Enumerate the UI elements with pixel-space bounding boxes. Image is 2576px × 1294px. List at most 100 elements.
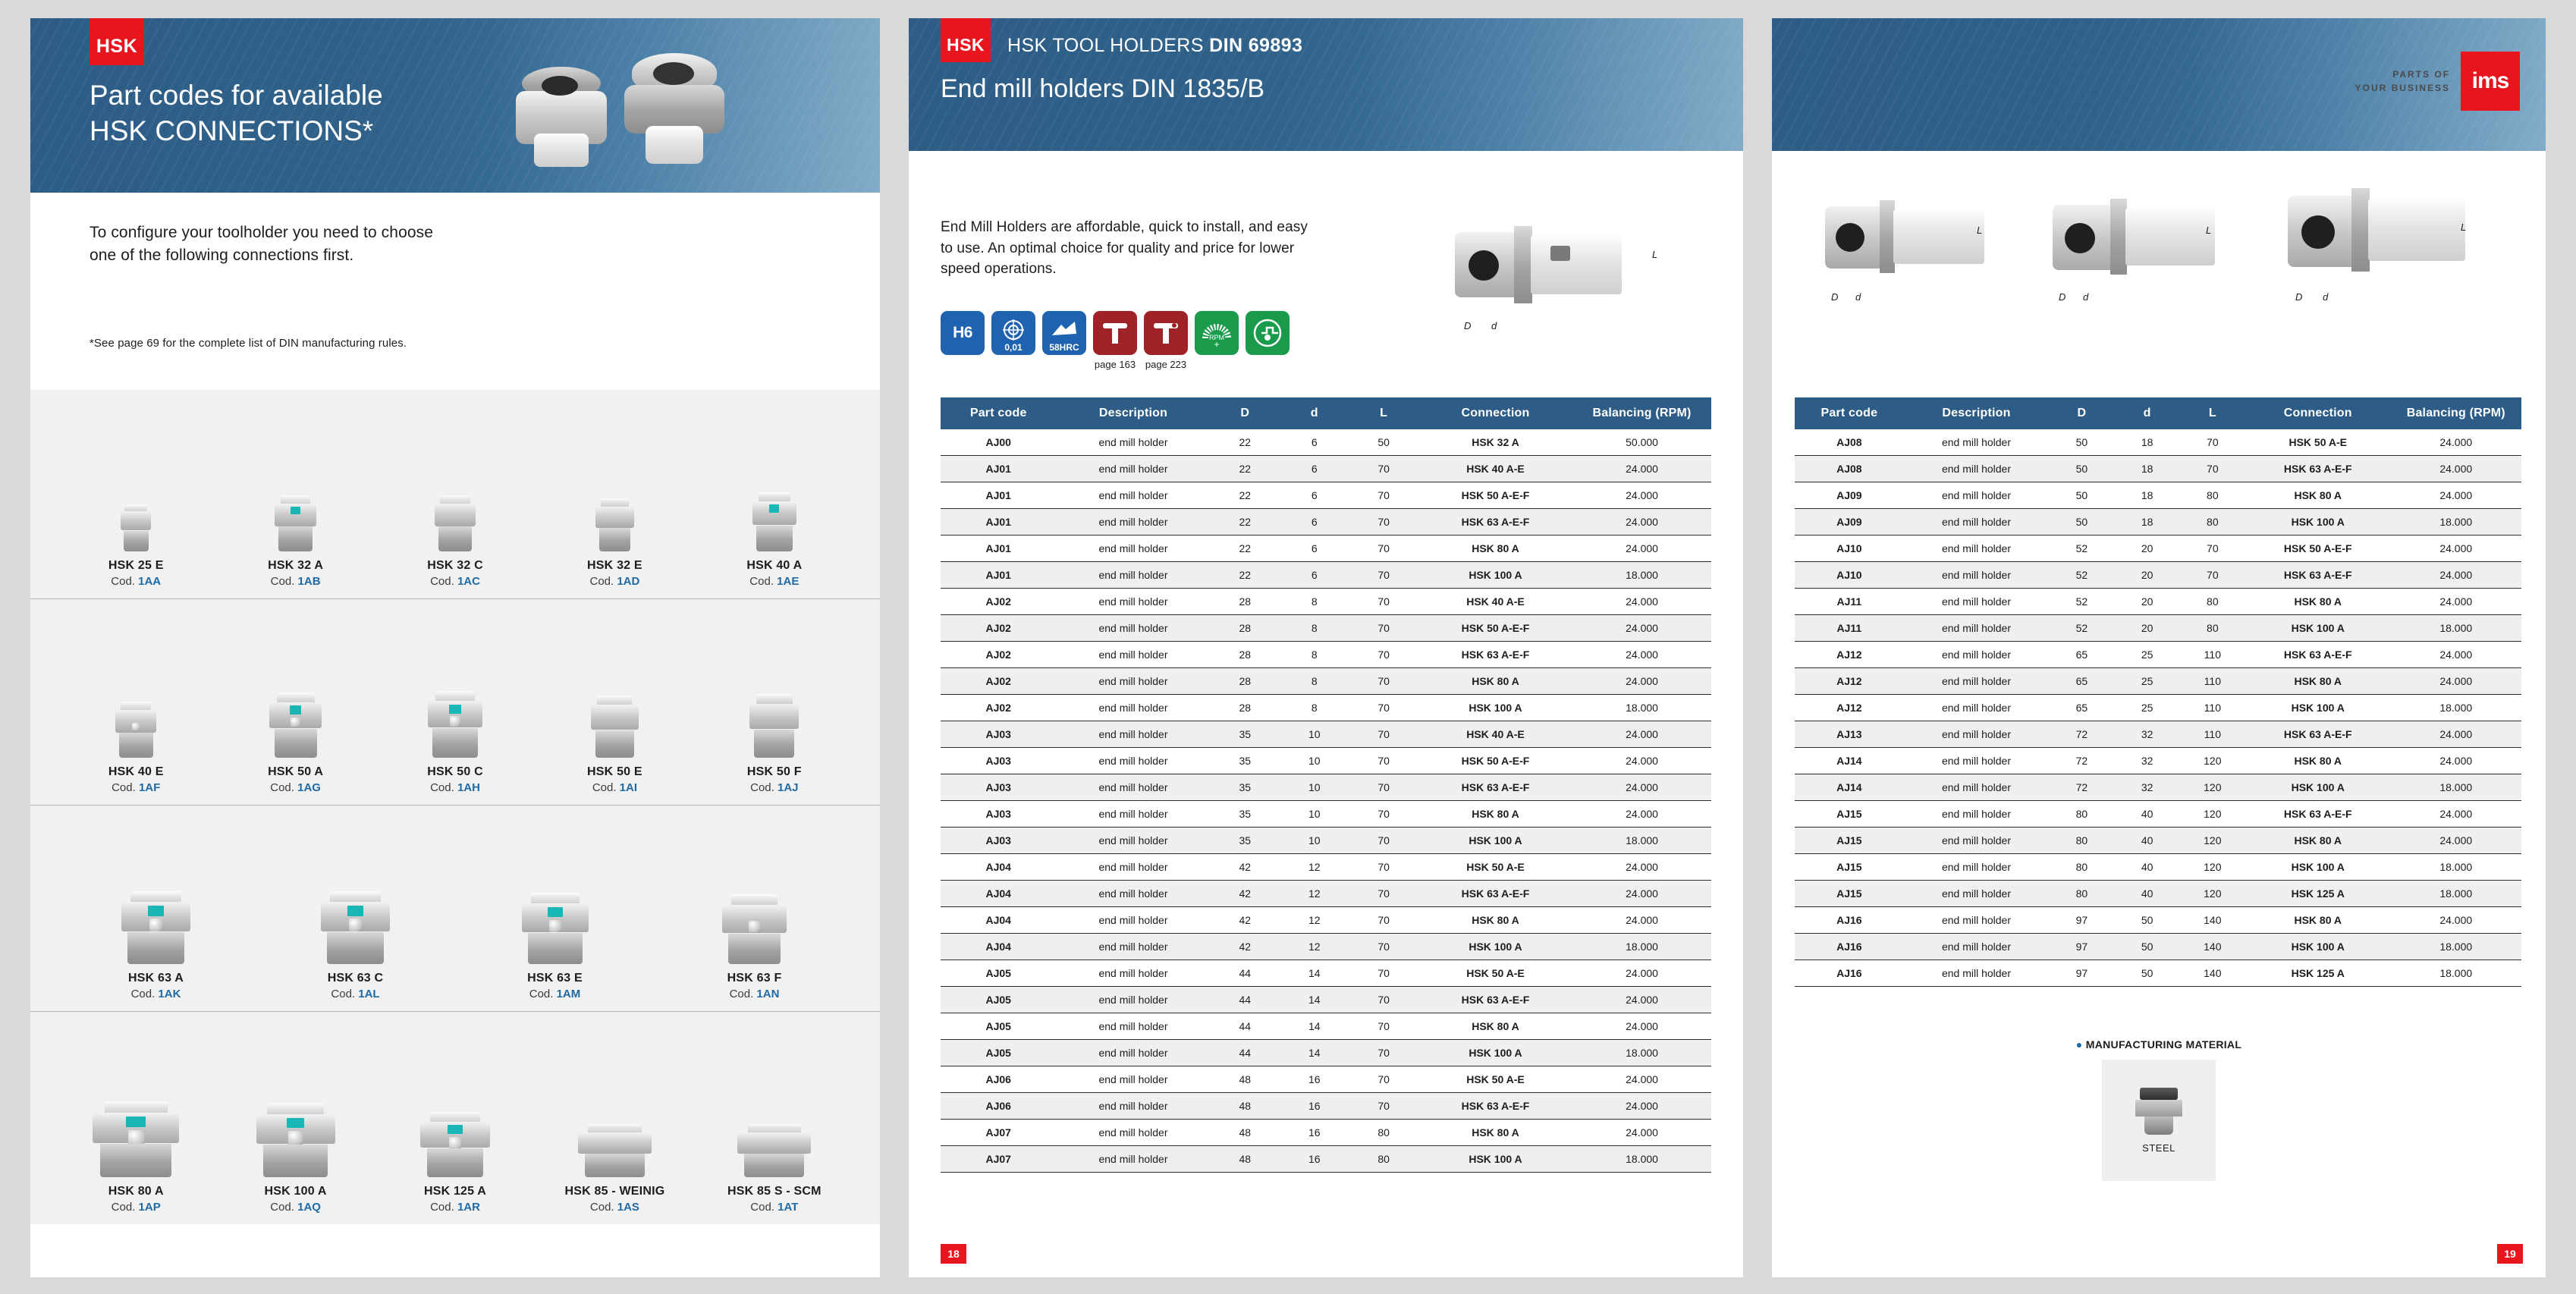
table-row[interactable]: AJ01 end mill holder 22 6 70 HSK 50 A-E-F 24.0… bbox=[941, 482, 1711, 509]
table-row[interactable]: AJ02 end mill holder 28 8 70 HSK 80 A 24.000 bbox=[941, 667, 1711, 695]
table-row[interactable]: AJ15 end mill holder 80 40 120 HSK 63 A-E-F 24… bbox=[1795, 800, 2521, 828]
table-row[interactable]: AJ01 end mill holder 22 6 70 HSK 40 A-E 24.000 bbox=[941, 455, 1711, 482]
connection-illustration bbox=[266, 693, 325, 758]
connection-item[interactable]: HSK 63 A Cod. 1AK bbox=[56, 891, 256, 1000]
table-row[interactable]: AJ10 end mill holder 52 20 70 HSK 50 A-E-F 24.… bbox=[1795, 535, 2521, 562]
connection-code: Cod. 1AG bbox=[270, 781, 321, 794]
table-row[interactable]: AJ03 end mill holder 35 10 70 HSK 80 A 24.000 bbox=[941, 800, 1711, 828]
cell-connection: HSK 80 A bbox=[2245, 827, 2391, 854]
table-row[interactable]: AJ03 end mill holder 35 10 70 HSK 63 A-E-F 24.… bbox=[941, 774, 1711, 801]
table-row[interactable]: AJ15 end mill holder 80 40 120 HSK 100 A 18.00… bbox=[1795, 853, 2521, 881]
table-row[interactable]: AJ01 end mill holder 22 6 70 HSK 100 A 18.000 bbox=[941, 561, 1711, 589]
cell-d: 25 bbox=[2114, 694, 2180, 721]
cell-part-code: AJ07 bbox=[941, 1119, 1057, 1146]
table-row[interactable]: AJ03 end mill holder 35 10 70 HSK 50 A-E-F 24.… bbox=[941, 747, 1711, 774]
table-row[interactable]: AJ02 end mill holder 28 8 70 HSK 100 A 18.000 bbox=[941, 694, 1711, 721]
column-header: d bbox=[1280, 397, 1349, 429]
cell-balancing-rpm-: 50.000 bbox=[1572, 429, 1711, 456]
table-row[interactable]: AJ13 end mill holder 72 32 110 HSK 63 A-E-F 24… bbox=[1795, 721, 2521, 748]
connection-item[interactable]: HSK 32 A Cod. 1AB bbox=[215, 495, 375, 588]
table-row[interactable]: AJ01 end mill holder 22 6 70 HSK 80 A 24.000 bbox=[941, 535, 1711, 562]
cell-balancing-rpm-: 24.000 bbox=[2390, 482, 2521, 509]
connection-item[interactable]: HSK 63 C Cod. 1AL bbox=[256, 891, 455, 1000]
table-row[interactable]: AJ05 end mill holder 44 14 70 HSK 80 A 24.000 bbox=[941, 1013, 1711, 1040]
table-row[interactable]: AJ01 end mill holder 22 6 70 HSK 63 A-E-F 24.0… bbox=[941, 508, 1711, 536]
icon-caption[interactable]: page 223 bbox=[1145, 359, 1187, 370]
table-row[interactable]: AJ12 end mill holder 65 25 110 HSK 100 A 18.00… bbox=[1795, 694, 2521, 721]
table-row[interactable]: AJ03 end mill holder 35 10 70 HSK 100 A 18.000 bbox=[941, 827, 1711, 854]
table-row[interactable]: AJ00 end mill holder 22 6 50 HSK 32 A 50.000 bbox=[941, 429, 1711, 456]
table-row[interactable]: AJ02 end mill holder 28 8 70 HSK 50 A-E-F 24.0… bbox=[941, 614, 1711, 642]
cell-d: 28 bbox=[1210, 588, 1280, 615]
table-row[interactable]: AJ10 end mill holder 52 20 70 HSK 63 A-E-F 24.… bbox=[1795, 561, 2521, 589]
connection-item[interactable]: HSK 32 C Cod. 1AC bbox=[375, 495, 535, 588]
table-row[interactable]: AJ05 end mill holder 44 14 70 HSK 63 A-E-F 24.… bbox=[941, 986, 1711, 1013]
connection-item[interactable]: HSK 50 E Cod. 1AI bbox=[535, 696, 694, 794]
table-row[interactable]: AJ12 end mill holder 65 25 110 HSK 80 A 24.000 bbox=[1795, 667, 2521, 695]
table-row[interactable]: AJ09 end mill holder 50 18 80 HSK 80 A 24.000 bbox=[1795, 482, 2521, 509]
table-row[interactable]: AJ05 end mill holder 44 14 70 HSK 50 A-E 24.00… bbox=[941, 960, 1711, 987]
header-gradient-overlay bbox=[1359, 18, 1743, 151]
dim-label-D: D bbox=[1464, 320, 1472, 331]
connection-item[interactable]: HSK 85 S - SCM Cod. 1AT bbox=[695, 1124, 854, 1214]
connection-item[interactable]: HSK 80 A Cod. 1AP bbox=[56, 1101, 215, 1214]
cell-balancing-rpm-: 18.000 bbox=[1572, 827, 1711, 854]
connection-item[interactable]: HSK 40 A Cod. 1AE bbox=[695, 492, 854, 588]
connection-item[interactable]: HSK 40 E Cod. 1AF bbox=[56, 702, 215, 794]
table-row[interactable]: AJ03 end mill holder 35 10 70 HSK 40 A-E 24.00… bbox=[941, 721, 1711, 748]
table-row[interactable]: AJ08 end mill holder 50 18 70 HSK 50 A-E 24.00… bbox=[1795, 429, 2521, 456]
cell-balancing-rpm-: 18.000 bbox=[1572, 694, 1711, 721]
cell-d: 22 bbox=[1210, 561, 1280, 589]
table-row[interactable]: AJ04 end mill holder 42 12 70 HSK 63 A-E-F 24.… bbox=[941, 880, 1711, 907]
connection-item[interactable]: HSK 25 E Cod. 1AA bbox=[56, 504, 215, 588]
connection-item[interactable]: HSK 63 E Cod. 1AM bbox=[455, 893, 655, 1000]
table-row[interactable]: AJ02 end mill holder 28 8 70 HSK 40 A-E 24.000 bbox=[941, 588, 1711, 615]
cell-connection: HSK 80 A bbox=[2245, 667, 2391, 695]
cell-d: 35 bbox=[1210, 800, 1280, 828]
table-row[interactable]: AJ12 end mill holder 65 25 110 HSK 63 A-E-F 24… bbox=[1795, 641, 2521, 668]
holder-figure-1: D d L bbox=[1795, 177, 2022, 314]
cell-d: 28 bbox=[1210, 641, 1280, 668]
connection-item[interactable]: HSK 50 C Cod. 1AH bbox=[375, 691, 535, 794]
table-row[interactable]: AJ06 end mill holder 48 16 70 HSK 50 A-E 24.00… bbox=[941, 1066, 1711, 1093]
table-row[interactable]: AJ08 end mill holder 50 18 70 HSK 63 A-E-F 24.… bbox=[1795, 455, 2521, 482]
table-row[interactable]: AJ04 end mill holder 42 12 70 HSK 80 A 24.000 bbox=[941, 906, 1711, 934]
table-row[interactable]: AJ14 end mill holder 72 32 120 HSK 80 A 24.000 bbox=[1795, 747, 2521, 774]
table-row[interactable]: AJ07 end mill holder 48 16 80 HSK 100 A 18.000 bbox=[941, 1145, 1711, 1173]
cell-part-code: AJ01 bbox=[941, 482, 1057, 509]
cell-balancing-rpm-: 24.000 bbox=[1572, 880, 1711, 907]
connection-item[interactable]: HSK 50 A Cod. 1AG bbox=[215, 693, 375, 794]
table-row[interactable]: AJ05 end mill holder 44 14 70 HSK 100 A 18.000 bbox=[941, 1039, 1711, 1066]
connection-item[interactable]: HSK 63 F Cod. 1AN bbox=[655, 894, 854, 1000]
cell-l: 140 bbox=[2179, 960, 2245, 987]
connection-item[interactable]: HSK 100 A Cod. 1AQ bbox=[215, 1103, 375, 1214]
table-row[interactable]: AJ11 end mill holder 52 20 80 HSK 80 A 24.000 bbox=[1795, 588, 2521, 615]
table-row[interactable]: AJ14 end mill holder 72 32 120 HSK 100 A 18.00… bbox=[1795, 774, 2521, 801]
table-row[interactable]: AJ06 end mill holder 48 16 70 HSK 63 A-E-F 24.… bbox=[941, 1092, 1711, 1120]
table-row[interactable]: AJ07 end mill holder 48 16 80 HSK 80 A 24.000 bbox=[941, 1119, 1711, 1146]
connection-name: HSK 50 F bbox=[746, 765, 802, 778]
table-row[interactable]: AJ09 end mill holder 50 18 80 HSK 100 A 18.000 bbox=[1795, 508, 2521, 536]
connection-item[interactable]: HSK 32 E Cod. 1AD bbox=[535, 498, 694, 588]
connection-item[interactable]: HSK 50 F Cod. 1AJ bbox=[695, 694, 854, 794]
table-row[interactable]: AJ16 end mill holder 97 50 140 HSK 100 A 18.00… bbox=[1795, 933, 2521, 960]
cell-d: 97 bbox=[2049, 933, 2115, 960]
table-row[interactable]: AJ15 end mill holder 80 40 120 HSK 80 A 24.000 bbox=[1795, 827, 2521, 854]
table-row[interactable]: AJ16 end mill holder 97 50 140 HSK 125 A 18.00… bbox=[1795, 960, 2521, 987]
table-row[interactable]: AJ11 end mill holder 52 20 80 HSK 100 A 18.000 bbox=[1795, 614, 2521, 642]
cell-connection: HSK 80 A bbox=[1418, 535, 1573, 562]
table-row[interactable]: AJ15 end mill holder 80 40 120 HSK 125 A 18.00… bbox=[1795, 880, 2521, 907]
connection-item[interactable]: HSK 85 - WEINIG Cod. 1AS bbox=[535, 1124, 694, 1214]
connection-item[interactable]: HSK 125 A Cod. 1AR bbox=[375, 1112, 535, 1214]
table-row[interactable]: AJ02 end mill holder 28 8 70 HSK 63 A-E-F 24.0… bbox=[941, 641, 1711, 668]
cell-d: 22 bbox=[1210, 508, 1280, 536]
dim-label-D: D bbox=[1831, 291, 1839, 303]
header-stripe-pattern bbox=[30, 18, 880, 193]
table-row[interactable]: AJ04 end mill holder 42 12 70 HSK 50 A-E 24.00… bbox=[941, 853, 1711, 881]
table-row[interactable]: AJ16 end mill holder 97 50 140 HSK 80 A 24.000 bbox=[1795, 906, 2521, 934]
table-row[interactable]: AJ04 end mill holder 42 12 70 HSK 100 A 18.000 bbox=[941, 933, 1711, 960]
cell-l: 70 bbox=[1349, 641, 1418, 668]
cell-part-code: AJ12 bbox=[1795, 641, 1904, 668]
cell-l: 70 bbox=[1349, 588, 1418, 615]
icon-caption[interactable]: page 163 bbox=[1094, 359, 1136, 370]
